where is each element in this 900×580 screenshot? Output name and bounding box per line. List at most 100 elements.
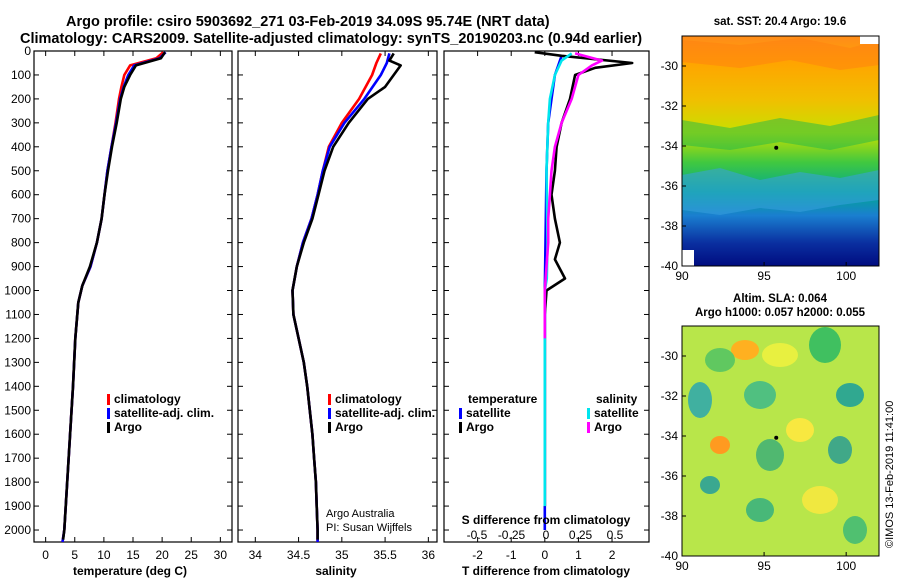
sla-map-title-2: Argo h1000: 0.057 h2000: 0.055 xyxy=(695,307,866,319)
sla-map-title-1: Altim. SLA: 0.064 xyxy=(733,293,828,305)
sla-map-lat-label: -32 xyxy=(661,389,679,403)
difference-series xyxy=(534,51,634,530)
legend-label-argo: Argo xyxy=(114,420,142,434)
temperature-x-tick-label: 5 xyxy=(71,548,78,562)
depth-tick-label: 800 xyxy=(11,236,31,250)
difference-panel-frame xyxy=(443,50,650,543)
sst-map-lat-label: -40 xyxy=(661,259,679,273)
s-difference-tick-label: -0.25 xyxy=(498,528,526,542)
legend-label-satellite: satellite-adj. clim. xyxy=(335,406,435,420)
legend-label-climatology: climatology xyxy=(114,392,181,406)
depth-tick-label: 300 xyxy=(11,116,31,130)
series-argo xyxy=(61,51,167,540)
depth-tick-label: 1500 xyxy=(4,403,31,417)
depth-tick-label: 1100 xyxy=(5,307,31,321)
depth-tick-label: 900 xyxy=(11,260,31,274)
sst-map-lat-label: -36 xyxy=(661,179,679,193)
temperature-x-tick-label: 25 xyxy=(185,548,199,562)
series-temperature-argo xyxy=(534,51,634,507)
sst-map-lat-label: -30 xyxy=(661,59,679,73)
depth-tick-label: 2000 xyxy=(4,523,31,537)
legend-label-t-argo: Argo xyxy=(466,420,494,434)
depth-tick-label: 400 xyxy=(11,140,31,154)
legend-label-climatology: climatology xyxy=(335,392,402,406)
difference-x-tick-label: -2 xyxy=(472,548,483,562)
legend-swatch-argo xyxy=(328,422,331,433)
depth-tick-label: 1200 xyxy=(4,331,31,345)
s-difference-tick-label: 0.25 xyxy=(569,528,593,542)
difference-x-tick-label: -1 xyxy=(506,548,517,562)
legend-swatch-satellite xyxy=(328,408,331,419)
salinity-x-tick-label: 34.5 xyxy=(287,548,311,562)
temperature-x-tick-label: 15 xyxy=(126,548,140,562)
title-line-1: Argo profile: csiro 5903692_271 03-Feb-2… xyxy=(66,14,550,30)
temperature-axis-label: temperature (deg C) xyxy=(73,564,187,578)
salinity-x-tick-label: 36 xyxy=(422,548,436,562)
s-difference-axis-label: S difference from climatology xyxy=(462,513,631,527)
sst-map-lon-label: 90 xyxy=(675,269,689,283)
sla-map-image xyxy=(682,326,879,556)
difference-x-axis: -2 -1 0 1 2 xyxy=(472,51,616,562)
temperature-x-tick-label: 0 xyxy=(42,548,49,562)
sst-map-title: sat. SST: 20.4 Argo: 19.6 xyxy=(714,16,847,28)
depth-tick-label: 1400 xyxy=(4,379,31,393)
profile-location-marker xyxy=(774,435,779,440)
salinity-panel-frame xyxy=(237,50,438,543)
salinity-series xyxy=(291,52,403,542)
legend-swatch-s-satellite xyxy=(587,408,590,419)
sla-map-lat-label: -34 xyxy=(661,429,679,443)
salinity-axis-label: salinity xyxy=(315,564,357,578)
series-climatology xyxy=(61,51,165,542)
profile-location-marker xyxy=(774,145,779,150)
legend-swatch-s-argo xyxy=(587,422,590,433)
sst-map-lat-label: -38 xyxy=(661,219,679,233)
legend-swatch-climatology xyxy=(328,394,331,405)
sst-map-lon-label: 100 xyxy=(836,269,856,283)
temperature-panel-frame xyxy=(33,50,233,543)
sst-map-lat-label: -34 xyxy=(661,139,679,153)
legend-label-argo: Argo xyxy=(335,420,363,434)
sst-map-frame xyxy=(681,35,880,267)
depth-tick-label: 700 xyxy=(11,212,31,226)
legend-swatch-climatology xyxy=(107,394,110,405)
sla-map-lat-label: -36 xyxy=(661,469,679,483)
legend-label-satellite: satellite-adj. clim. xyxy=(114,406,214,420)
salinity-x-axis: 34 34.5 35 35.5 36 xyxy=(249,51,436,562)
depth-tick-label: 1900 xyxy=(4,499,31,513)
sla-map-frame xyxy=(681,325,880,557)
difference-legend: temperature salinity satellite Argo sate… xyxy=(459,392,639,434)
series-climatology xyxy=(291,52,382,542)
legend-title-temperature: temperature xyxy=(468,392,538,406)
legend-swatch-t-satellite xyxy=(459,408,462,419)
salinity-difference-axis: -0.5 -0.25 0 0.25 0.5 xyxy=(467,528,624,542)
s-difference-tick-label: -0.5 xyxy=(467,528,488,542)
temperature-series xyxy=(61,51,167,542)
sla-map-lat-label: -40 xyxy=(661,549,679,563)
salinity-x-tick-label: 35.5 xyxy=(373,548,397,562)
sla-map-lon-label: 90 xyxy=(675,559,689,573)
title-line-2: Climatology: CARS2009. Satellite-adjuste… xyxy=(20,31,642,47)
sst-map-lon-label: 95 xyxy=(757,269,771,283)
legend-swatch-argo xyxy=(107,422,110,433)
imos-stamp: ©IMOS 13-Feb-2019 11:41:00 xyxy=(884,401,896,548)
credit-argo-australia: Argo Australia xyxy=(326,508,395,520)
sst-map-image xyxy=(682,36,879,266)
sla-map-lon-label: 100 xyxy=(836,559,856,573)
depth-tick-label: 1600 xyxy=(4,427,31,441)
legend-title-salinity: salinity xyxy=(596,392,638,406)
difference-x-tick-label: 0 xyxy=(541,548,548,562)
s-difference-tick-label: 0.5 xyxy=(607,528,624,542)
legend-label-s-argo: Argo xyxy=(594,420,622,434)
salinity-x-tick-label: 35 xyxy=(335,548,349,562)
difference-x-tick-label: 1 xyxy=(575,548,582,562)
depth-tick-label: 200 xyxy=(11,92,31,106)
series-satellite-adj-clim- xyxy=(291,53,391,542)
difference-axis-label: T difference from climatology xyxy=(462,564,630,578)
series-salinity-argo xyxy=(543,52,604,339)
depth-tick-label: 500 xyxy=(11,164,31,178)
temperature-x-tick-label: 30 xyxy=(214,548,228,562)
sla-map-lat-label: -30 xyxy=(661,349,679,363)
legend-swatch-t-argo xyxy=(459,422,462,433)
sst-map-axes: 90 95 100 -30 -32 -34 -36 -38 -40 xyxy=(661,59,857,283)
legend-label-s-satellite: satellite xyxy=(594,406,639,420)
